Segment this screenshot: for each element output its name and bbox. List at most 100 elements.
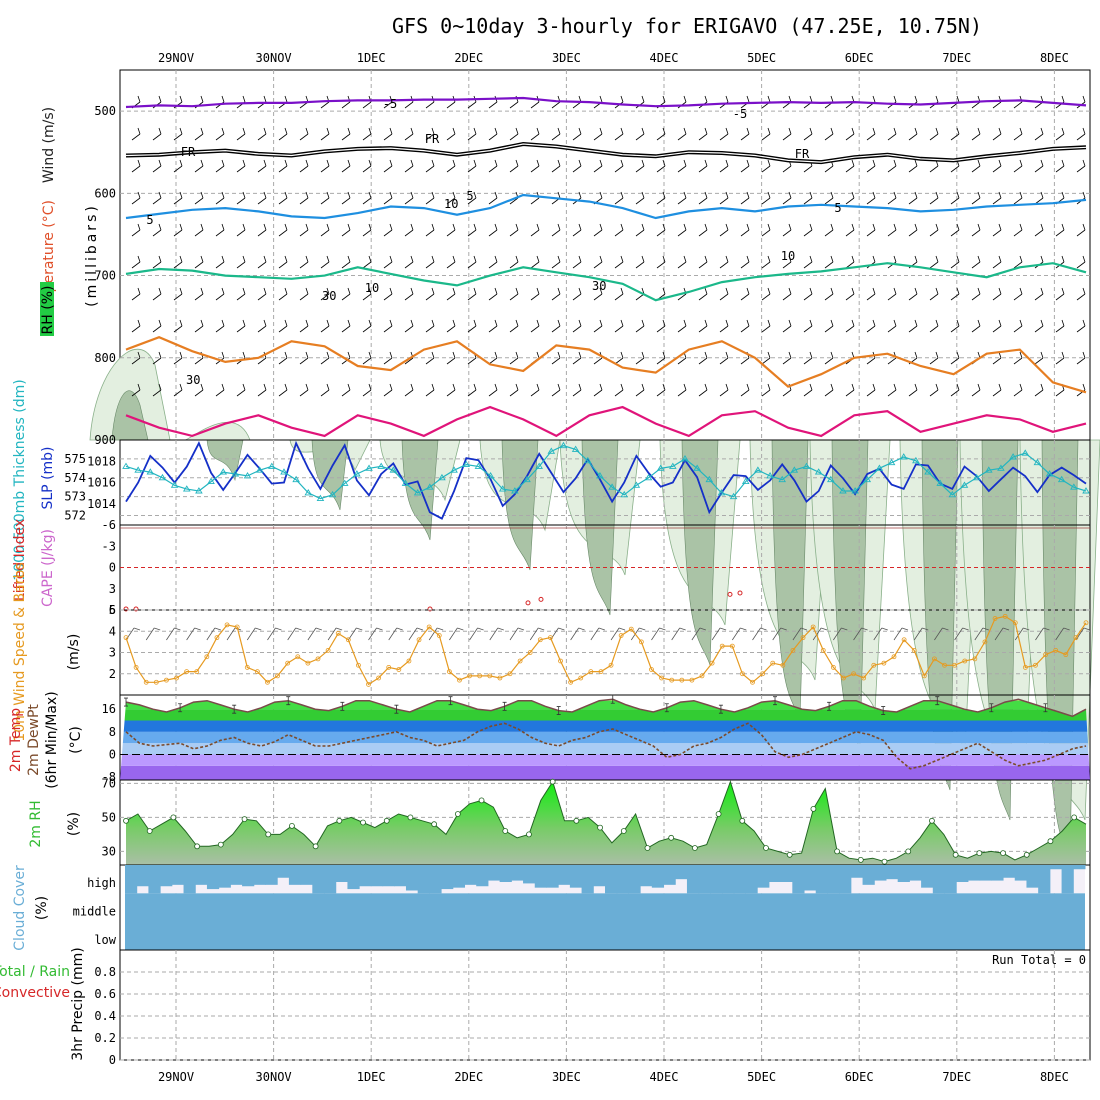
high-cloud-bar <box>897 865 910 882</box>
li-point <box>525 600 531 606</box>
rh-point <box>620 828 627 834</box>
temp-tick-label: -8 <box>102 770 116 784</box>
wind-barb <box>740 159 750 173</box>
rh-point <box>834 848 841 855</box>
wind10m-point <box>315 656 321 662</box>
wind-barb <box>593 127 603 141</box>
wind10m-point <box>234 624 240 630</box>
wind-barb <box>320 191 330 205</box>
slp-line <box>125 440 1087 520</box>
high-cloud-bar <box>347 865 360 890</box>
rh-line <box>125 780 1087 863</box>
high-cloud-bar <box>1073 865 1086 870</box>
wind-barb <box>572 159 582 173</box>
thickness-tick-label: 575 <box>64 452 86 466</box>
wind-barb <box>572 319 582 333</box>
wind10m-point <box>669 677 675 683</box>
wind10m-point <box>1033 662 1038 668</box>
rh-point <box>194 843 201 850</box>
wind-barb <box>488 383 498 397</box>
wind10m-point <box>598 669 604 675</box>
wind10m-barb <box>186 627 201 641</box>
wind-barb <box>635 351 645 365</box>
wind-tick-label: 3 <box>109 646 116 660</box>
wind-barb <box>236 191 246 205</box>
wind-barb <box>572 351 582 365</box>
wind-barb <box>1055 223 1065 237</box>
cloud-layer-label: low <box>94 933 116 947</box>
wind-barb <box>467 159 477 173</box>
wind-barb <box>656 351 666 365</box>
wind-barb <box>446 351 456 365</box>
wind-barb <box>488 191 498 205</box>
high-cloud-bar <box>909 865 922 881</box>
thickness-point <box>377 462 385 469</box>
high-cloud-bar <box>253 865 266 885</box>
li-point <box>123 606 129 612</box>
mid-low-cloud-bar <box>125 893 1085 950</box>
wind-barb <box>278 159 288 173</box>
wind-barb <box>1034 383 1044 397</box>
thickness-point <box>559 441 568 449</box>
rh-contour-label: 30 <box>322 289 336 303</box>
wind10m-point <box>1002 613 1008 619</box>
wind-barb <box>509 255 519 269</box>
wind10m-point <box>709 660 715 666</box>
wind10m-barb <box>792 627 808 641</box>
bottom-date-label: 1DEC <box>357 1070 386 1084</box>
wind-barb <box>908 191 918 205</box>
high-cloud-bar <box>698 865 711 894</box>
upper-air-ylabel-units: (millibars) <box>84 203 100 307</box>
wind-barb <box>719 159 729 173</box>
high-cloud-bar <box>581 865 594 894</box>
wind-barb <box>215 319 225 333</box>
wind10m-point <box>305 660 311 666</box>
thickness-point <box>875 464 884 471</box>
rh-point <box>739 817 746 824</box>
wind10m-point <box>871 662 877 668</box>
wind-barb <box>719 95 729 109</box>
thickness-point <box>899 453 908 460</box>
rh-tick-label: 50 <box>102 810 116 824</box>
thickness-point <box>693 464 701 471</box>
thickness-tick-label: 574 <box>64 471 86 485</box>
wind-barb <box>152 319 162 333</box>
wind-barb <box>740 255 750 269</box>
cape-ylabel: CAPE (J/kg) <box>40 529 56 607</box>
wind-barb <box>635 287 645 301</box>
wind-barb <box>278 127 288 141</box>
wind-barb <box>362 319 372 333</box>
rh-point <box>857 857 864 863</box>
wind10m-point <box>608 662 614 668</box>
wind-barb <box>1034 287 1044 301</box>
wind-barb <box>761 127 771 141</box>
rh2m-panel: 70 50 30 <box>102 776 1091 866</box>
wind10m-point <box>578 675 584 681</box>
bottom-date-label: 29NOV <box>158 1070 194 1084</box>
wind10m-point <box>719 643 725 649</box>
wind10m-point <box>962 658 968 664</box>
high-cloud-bar <box>722 865 735 894</box>
wind-barb <box>152 255 162 269</box>
wind-barb <box>425 191 435 205</box>
wind-barb <box>971 319 981 333</box>
wind10m-point <box>972 656 978 662</box>
wind10m-point <box>446 669 452 675</box>
rh-point <box>573 817 580 824</box>
wind-barb <box>992 287 1002 301</box>
thickness-point <box>778 475 786 483</box>
bottom-date-label: 6DEC <box>845 1070 874 1084</box>
wind-barb <box>593 255 603 269</box>
wind10m-point <box>345 637 351 643</box>
bottom-date-label: 2DEC <box>454 1070 483 1084</box>
high-cloud-bar <box>663 865 676 885</box>
dewpoint-line <box>125 722 1087 770</box>
wind10m-point <box>265 679 270 685</box>
wind-barb <box>320 159 330 173</box>
wind-barb <box>992 127 1002 141</box>
lifted-index-ylabel: Lifted Index <box>12 519 28 601</box>
wind10m-barb <box>125 627 141 641</box>
wind-barb <box>425 255 435 269</box>
temp2m-units: (°C) <box>68 726 84 754</box>
wind-barb <box>845 319 855 333</box>
